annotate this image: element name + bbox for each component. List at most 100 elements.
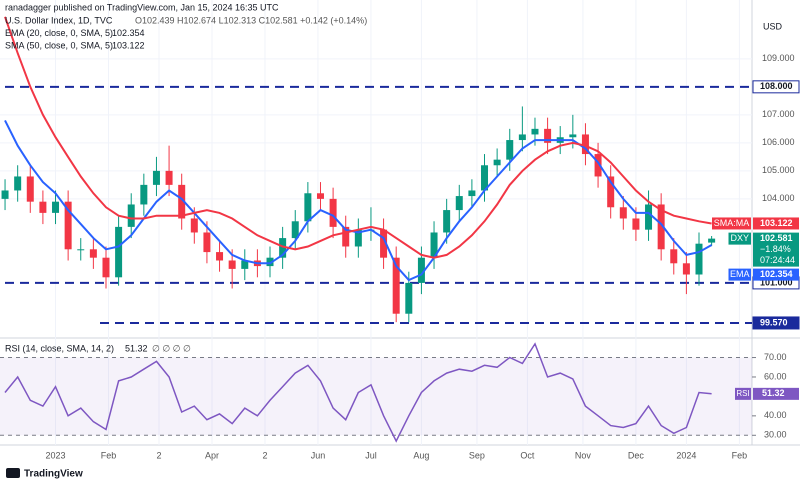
series-tag: EMA (730, 269, 750, 279)
candle-body (594, 154, 602, 177)
price-tag-box (753, 268, 799, 281)
price-tag-label: 102.354 (760, 269, 793, 279)
rsi-tick-label: 60.00 (764, 371, 787, 381)
candle-body (354, 229, 362, 247)
rsi-extra: ∅ ∅ ∅ ∅ (152, 343, 191, 353)
candle-body (89, 249, 97, 258)
x-tick-label: Apr (205, 450, 219, 460)
candle-body (405, 282, 413, 314)
candle-body (392, 257, 400, 314)
ma-line (4, 119, 713, 282)
x-tick-label: Feb (732, 450, 748, 460)
candle-body (279, 238, 287, 258)
price-tag-line: −1.84% (760, 244, 791, 254)
legend-entry: EMA (20, close, 0, SMA, 5) (5, 28, 113, 38)
candle-body (481, 165, 489, 191)
rsi-line (4, 342, 712, 443)
candle-body (544, 128, 552, 143)
candle-body (102, 257, 110, 278)
level-label: 108.000 (760, 81, 793, 91)
rsi-value: 51.32 (125, 343, 148, 353)
candle-body (26, 176, 34, 202)
candle-body (304, 193, 312, 222)
candle-body (670, 249, 678, 264)
rsi-title: RSI (14, close, SMA, 14, 2) (5, 343, 114, 353)
candle-body (178, 184, 186, 219)
ohlc: O102.439 H102.674 L102.313 C102.581 +0.1… (135, 15, 367, 25)
candle-body (203, 232, 211, 253)
plot-area (0, 0, 752, 445)
price-tag-label: 103.122 (760, 218, 793, 228)
series-tag: DXY (730, 233, 749, 243)
candle-body (316, 193, 324, 199)
candle-body (468, 190, 476, 197)
candle-body (695, 243, 703, 275)
y-tick-label: 105.000 (762, 165, 795, 175)
currency: USD (763, 21, 783, 31)
rsi-tag-value: 51.32 (762, 388, 785, 398)
y-tick-label: 104.000 (762, 193, 795, 203)
candle-body (14, 176, 22, 191)
ma-line (4, 16, 712, 259)
series-tag-box (728, 232, 751, 245)
series-tag: SMA:MA (714, 218, 750, 228)
candle-body (127, 204, 135, 227)
x-tick-label: Dec (628, 450, 645, 460)
candle-body (1, 190, 9, 199)
candle-body (380, 229, 388, 258)
candle-body (241, 260, 249, 269)
candle-body (430, 232, 438, 258)
rsi-tag-name: RSI (736, 389, 749, 398)
series-tag-box (728, 268, 751, 281)
level-tag (752, 316, 800, 330)
candle-body (190, 218, 198, 233)
publish-note: ranadagger published on TradingView.com,… (5, 2, 279, 12)
candle-body (216, 252, 224, 261)
y-tick-label: 109.000 (762, 53, 795, 63)
price-tag-box (753, 232, 799, 267)
candle-body (52, 201, 60, 213)
x-tick-label: 2023 (46, 450, 66, 460)
level-label: 99.570 (760, 317, 788, 327)
price-tag-box (753, 217, 799, 230)
logo-icon (6, 468, 20, 478)
symbol-title: U.S. Dollar Index, 1D, TVC (5, 15, 113, 25)
candle-body (443, 210, 451, 233)
candle-body (708, 238, 716, 243)
candle-body (632, 218, 640, 230)
x-tick-label: Aug (413, 450, 429, 460)
candle-body (140, 184, 148, 205)
candle-body (329, 198, 337, 227)
candle-body (266, 257, 274, 267)
candle-body (657, 204, 665, 250)
rsi-tick-label: 70.00 (764, 352, 787, 362)
candle-body (152, 170, 160, 185)
candle-body (77, 249, 85, 251)
x-tick-label: Nov (575, 450, 592, 460)
footer-logo: TradingView (24, 469, 83, 480)
candle-body (569, 134, 577, 138)
y-tick-label: 106.000 (762, 137, 795, 147)
x-tick-label: 2 (262, 450, 267, 460)
series-tag-box (712, 217, 751, 230)
candle-body (581, 134, 589, 155)
legend-value: 103.122 (112, 40, 145, 50)
candle-body (531, 128, 539, 135)
candle-body (342, 226, 350, 247)
candle-body (115, 226, 123, 278)
candle-body (165, 170, 173, 185)
candle-body (506, 140, 514, 160)
level-label: 101.000 (760, 277, 793, 287)
rsi-tick-label: 30.00 (764, 430, 787, 440)
legend-value: 102.354 (112, 28, 145, 38)
candle-body (619, 207, 627, 219)
price-tag-line: 07:24:44 (760, 255, 795, 265)
candle-body (493, 159, 501, 166)
candle-body (39, 201, 47, 213)
candle-body (228, 260, 236, 269)
y-tick-label: 107.000 (762, 109, 795, 119)
legend-entry: SMA (50, close, 0, SMA, 5) (5, 40, 113, 50)
rsi-tag-name-box (735, 387, 751, 400)
candle-body (645, 204, 653, 230)
